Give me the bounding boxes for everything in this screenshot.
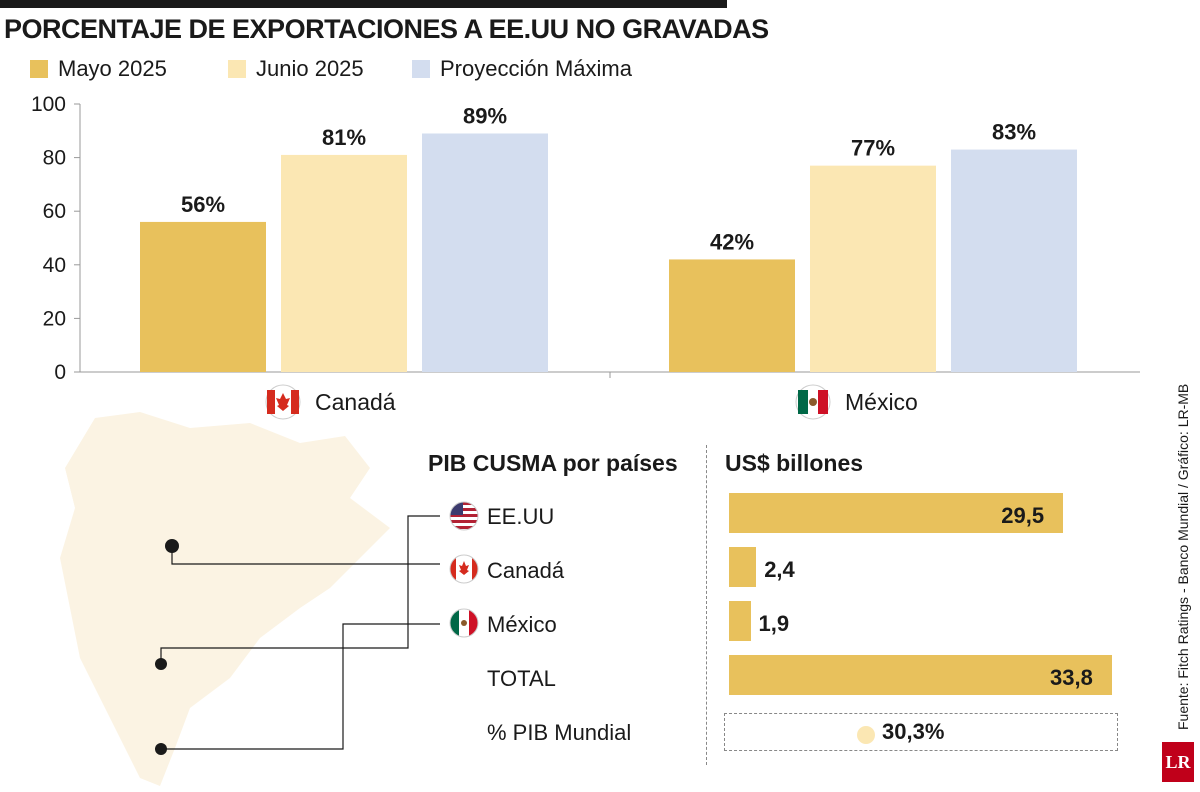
bar-value-label: 83%	[992, 120, 1036, 145]
legend-label-june: Junio 2025	[256, 56, 364, 81]
chart-title: PORCENTAJE DE EXPORTACIONES A EE.UU NO G…	[4, 14, 769, 44]
bar	[951, 149, 1077, 372]
gdp-bar-mexico	[729, 601, 751, 641]
lr-logo: LR	[1162, 742, 1194, 782]
y-tick-label: 100	[31, 93, 66, 116]
canada-flag-leaf	[276, 393, 290, 411]
bar-value-label: 89%	[463, 103, 507, 128]
connector-mexico	[161, 623, 440, 750]
gdp-row-label-mexico: México	[487, 612, 557, 637]
world-share-value: 30,3%	[882, 719, 945, 744]
bar-value-label: 56%	[181, 192, 225, 217]
map-silhouette	[60, 412, 390, 786]
bar-value-label: 81%	[322, 125, 366, 150]
bar	[281, 154, 407, 372]
y-tick-label: 0	[54, 361, 66, 384]
gdp-value-mexico: 1,9	[758, 611, 790, 636]
mexico-flag-red	[818, 390, 828, 414]
gdp-row-label-canada: Canadá	[487, 558, 565, 583]
mexico-flag-green	[798, 390, 808, 414]
gdp-value-canada: 2,4	[764, 557, 795, 582]
legend-label-projection: Proyección Máxima	[440, 56, 632, 81]
legend-swatch-june	[228, 60, 246, 78]
gdp-row-label-total: TOTAL	[487, 666, 556, 691]
canada-flag-band-left	[267, 390, 275, 414]
legend-swatch-may	[30, 60, 48, 78]
bar	[140, 221, 266, 372]
world-share-label: % PIB Mundial	[487, 720, 632, 745]
bar-chart: 0 20 40 60 80 100 56% 81% 89% 42% 77% 83% Canadá Méxi…	[31, 93, 1140, 420]
category-label: México	[845, 389, 918, 415]
y-tick-label: 20	[43, 307, 66, 330]
gdp-bar-canada	[729, 547, 757, 587]
mexico-flag-emblem	[809, 398, 817, 406]
gdp-value-usa: 29,5	[1001, 503, 1045, 528]
panel-divider	[706, 445, 707, 765]
top-rule	[0, 0, 727, 8]
y-tick-label: 60	[43, 200, 66, 223]
connector-lines	[160, 515, 440, 750]
world-share-dot	[857, 726, 875, 744]
gdp-bar-usa	[729, 493, 1064, 533]
bar-value-label: 77%	[851, 136, 895, 161]
bar-value-label: 42%	[710, 229, 754, 254]
world-share-box	[724, 713, 1118, 751]
canada-flag-band-right	[291, 390, 299, 414]
connector-canada	[171, 546, 440, 565]
gdp-value-total: 33,8	[1050, 665, 1093, 690]
legend-swatch-projection	[412, 60, 430, 78]
gdp-bar-total	[729, 655, 1112, 695]
gdp-unit-title: US$ billones	[725, 450, 864, 476]
gdp-row-label-usa: EE.UU	[487, 504, 555, 529]
bar	[810, 165, 936, 372]
legend-label-may: Mayo 2025	[58, 56, 167, 81]
us-flag-icon	[449, 501, 479, 531]
gdp-section-title: PIB CUSMA por países	[428, 450, 678, 476]
connector-usa	[160, 515, 440, 664]
source-note: Fuente: Fitch Ratings - Banco Mundial / …	[1175, 383, 1191, 730]
mexico-flag-icon	[449, 608, 479, 638]
north-america-map	[60, 412, 390, 786]
bar	[422, 133, 548, 372]
y-tick-label: 80	[43, 147, 66, 170]
canada-flag-icon	[449, 554, 479, 584]
category-label: Canadá	[315, 389, 396, 415]
y-tick-label: 40	[43, 254, 66, 277]
bar	[669, 259, 795, 372]
